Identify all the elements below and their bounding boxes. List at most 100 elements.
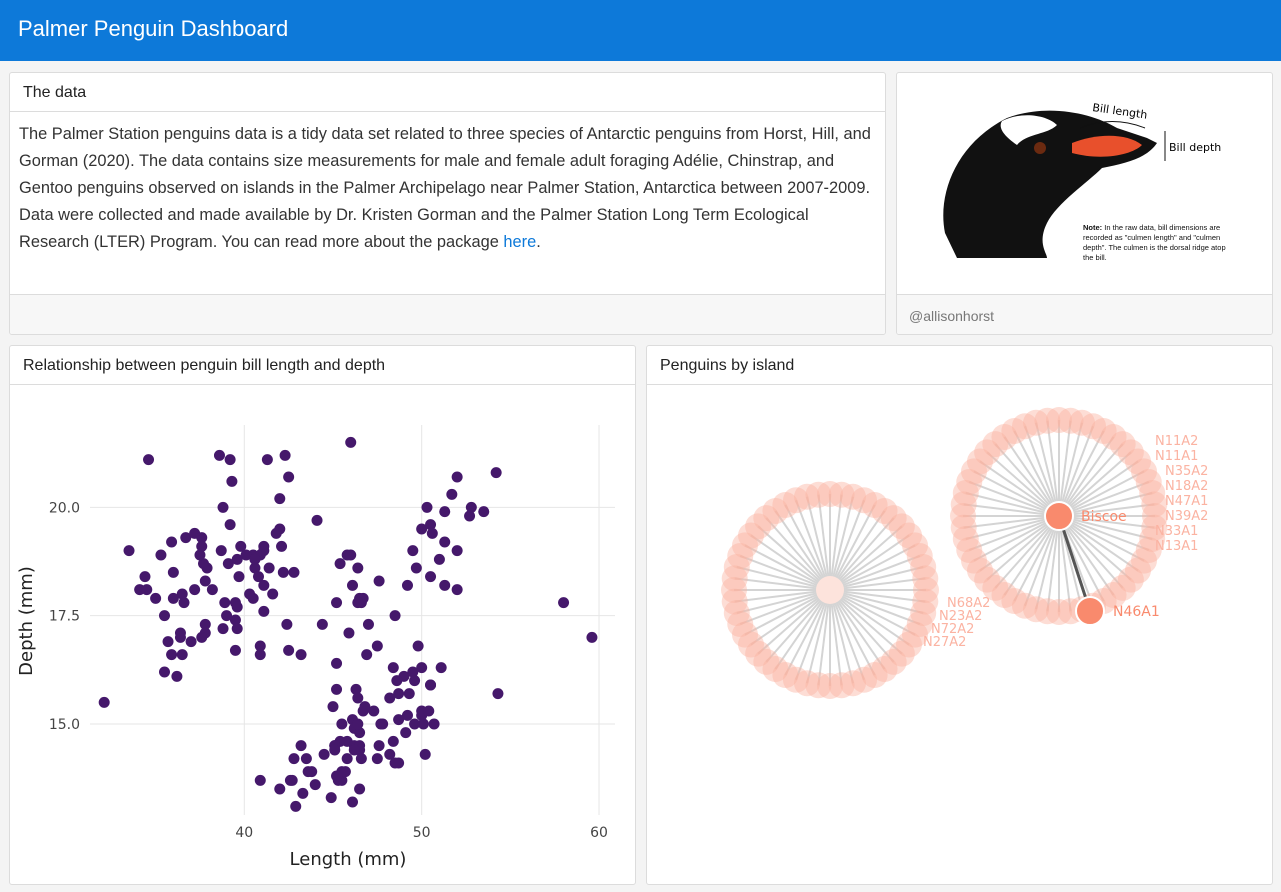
- point: [347, 796, 358, 808]
- edge: [1046, 515, 1060, 612]
- node: [1117, 439, 1144, 466]
- point: [206, 584, 218, 596]
- node: [1001, 588, 1028, 615]
- node: [723, 554, 750, 581]
- node: [737, 522, 764, 549]
- edge: [784, 589, 831, 676]
- point: [446, 488, 458, 500]
- edge: [744, 544, 831, 591]
- node: [912, 588, 939, 615]
- point: [176, 588, 188, 600]
- node: [950, 514, 977, 541]
- point: [166, 649, 178, 661]
- point: [375, 718, 387, 730]
- node-label: N27A2: [923, 635, 966, 650]
- edge: [795, 499, 831, 591]
- edge: [750, 534, 831, 591]
- node: [828, 672, 855, 699]
- node-label: N72A2: [931, 622, 974, 637]
- point: [155, 549, 167, 561]
- point: [249, 562, 261, 574]
- node: [1034, 598, 1061, 625]
- point: [368, 705, 380, 717]
- link[interactable]: here: [503, 233, 537, 251]
- point: [361, 649, 373, 661]
- point: [309, 779, 321, 791]
- point: [178, 597, 190, 609]
- point: [331, 657, 343, 669]
- node: [839, 670, 866, 697]
- edge: [1003, 515, 1060, 596]
- node: [817, 481, 843, 507]
- point: [341, 753, 353, 765]
- node: [1090, 417, 1117, 444]
- edge: [829, 589, 876, 676]
- edge: [829, 566, 924, 591]
- node-label: N39A2: [1165, 509, 1208, 524]
- node: [960, 458, 987, 485]
- point: [336, 718, 348, 730]
- node: [1046, 407, 1072, 433]
- point: [150, 592, 162, 604]
- point: [425, 571, 437, 583]
- point: [267, 588, 279, 600]
- point: [231, 601, 243, 613]
- point: [215, 545, 227, 557]
- node: [902, 532, 929, 559]
- edge: [1058, 503, 1155, 517]
- edge: [973, 515, 1060, 562]
- point: [196, 540, 208, 552]
- node: [1139, 525, 1166, 552]
- edge: [734, 577, 831, 591]
- scatter-card: Relationship between penguin bill length…: [9, 345, 636, 885]
- node: [952, 480, 979, 507]
- edge: [986, 515, 1060, 581]
- point: [439, 579, 451, 591]
- node: [974, 439, 1001, 466]
- point: [439, 536, 451, 548]
- edge: [968, 481, 1060, 517]
- point: [295, 649, 307, 661]
- node: [745, 640, 772, 667]
- node: [721, 588, 748, 615]
- eye: [1034, 142, 1046, 154]
- point: [373, 740, 385, 752]
- point: [166, 536, 178, 548]
- edge: [1024, 515, 1060, 607]
- point: [295, 740, 307, 752]
- edge: [806, 496, 831, 591]
- node: [950, 503, 976, 529]
- edge: [1058, 451, 1132, 517]
- edge: [979, 515, 1060, 572]
- edge: [1035, 515, 1060, 610]
- y-tick-label: 15.0: [49, 717, 80, 733]
- point: [345, 549, 357, 561]
- edge: [963, 503, 1060, 517]
- edge: [829, 589, 843, 686]
- point: [316, 618, 328, 630]
- node: [782, 666, 809, 693]
- point: [270, 527, 282, 539]
- node: [982, 574, 1009, 601]
- point: [221, 610, 233, 622]
- point: [196, 631, 208, 643]
- edge: [829, 589, 910, 646]
- point: [222, 558, 234, 570]
- point: [141, 584, 153, 596]
- edge: [1058, 515, 1150, 551]
- node: [871, 656, 898, 683]
- node-label: N11A1: [1155, 449, 1198, 464]
- edge: [1058, 470, 1145, 517]
- node: [1011, 413, 1038, 440]
- point: [98, 696, 110, 708]
- x-tick-label: 50: [413, 825, 431, 841]
- network-card: Penguins by island N68A2 N23A2 N72A2 N27A2 N…: [646, 345, 1273, 885]
- node: [1023, 409, 1050, 436]
- point: [231, 553, 243, 565]
- node: [913, 577, 939, 603]
- island-label: Biscoe: [1081, 509, 1127, 525]
- node: [950, 491, 977, 518]
- edge: [1058, 481, 1150, 517]
- point: [213, 449, 225, 461]
- edge: [1058, 515, 1153, 540]
